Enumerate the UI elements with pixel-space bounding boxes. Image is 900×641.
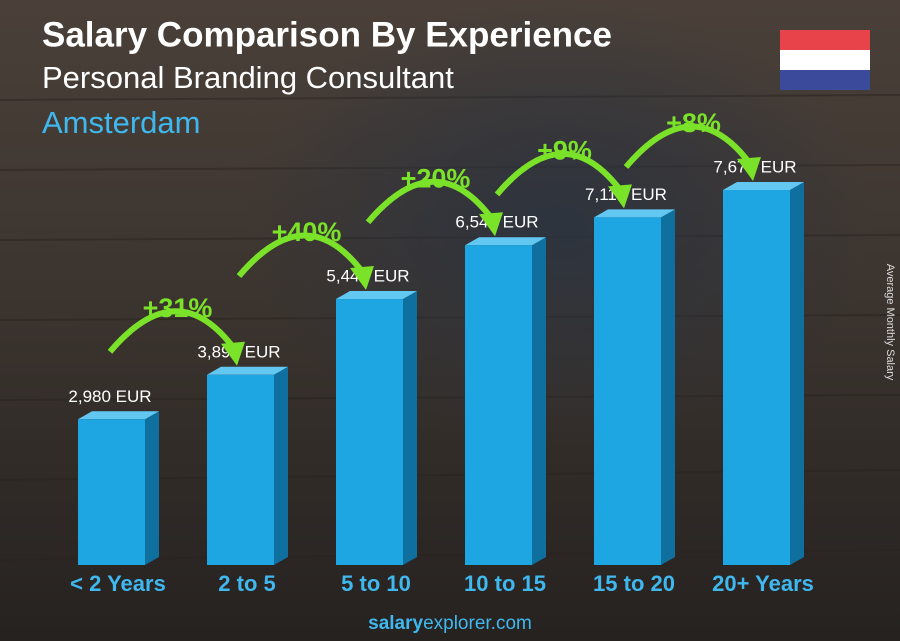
footer-brand: salary (368, 613, 423, 634)
growth-label: +20% (401, 163, 471, 193)
bar-top (78, 411, 159, 420)
growth-arrow (494, 150, 625, 197)
bar-side (145, 411, 159, 565)
chart-subtitle: Personal Branding Consultant (42, 60, 454, 95)
growth-arrow (107, 308, 238, 354)
bar (723, 182, 804, 565)
bar-side (790, 182, 804, 565)
growth-arrow (365, 178, 496, 225)
bar-top (336, 291, 417, 300)
growth-label: +9% (537, 136, 592, 166)
chart-title: Salary Comparison By Experience (42, 15, 612, 54)
flag (780, 30, 870, 90)
bar-top (594, 209, 675, 218)
bar-side (403, 291, 417, 565)
x-tick-label: 20+ Years (712, 571, 814, 596)
growth-arrow (623, 123, 754, 169)
growth-arrowhead (737, 157, 761, 181)
bar (594, 209, 675, 565)
footer: salaryexplorer.com (368, 613, 532, 634)
value-label: 2,980 EUR (68, 387, 151, 406)
bar-top (207, 366, 288, 375)
flag-blue (780, 70, 870, 90)
x-tick-label: 10 to 15 (464, 571, 546, 596)
bar-front (78, 419, 145, 565)
growth-label: +8% (666, 108, 721, 138)
bar-front (594, 217, 661, 565)
growth-arrowhead (608, 184, 632, 209)
growth-arrowhead (221, 341, 245, 366)
bar-front (465, 245, 532, 565)
bar-side (661, 209, 675, 565)
bar-side (274, 366, 288, 565)
growth-arrowhead (350, 266, 374, 291)
bar (78, 411, 159, 565)
x-tick-label: 2 to 5 (218, 571, 275, 596)
growth-label: +40% (272, 217, 342, 247)
growth-label: +31% (143, 293, 213, 323)
bar-front (723, 190, 790, 565)
x-tick-label: 5 to 10 (341, 571, 411, 596)
x-tick-label: 15 to 20 (593, 571, 675, 596)
location: Amsterdam (42, 105, 200, 140)
x-tick-label: < 2 Years (70, 571, 166, 596)
flag-white (780, 50, 870, 70)
bar (336, 291, 417, 565)
bar (207, 366, 288, 565)
footer-domain: explorer.com (423, 613, 532, 634)
growth-arrow (236, 232, 367, 278)
flag-red (780, 30, 870, 50)
bar (465, 237, 546, 565)
y-axis-label: Average Monthly Salary (884, 264, 896, 381)
bar-top (723, 182, 804, 190)
bar-side (532, 237, 546, 565)
bar-top (465, 237, 546, 246)
bar-front (336, 299, 403, 565)
bar-front (207, 374, 274, 565)
growth-arrowhead (479, 212, 503, 237)
